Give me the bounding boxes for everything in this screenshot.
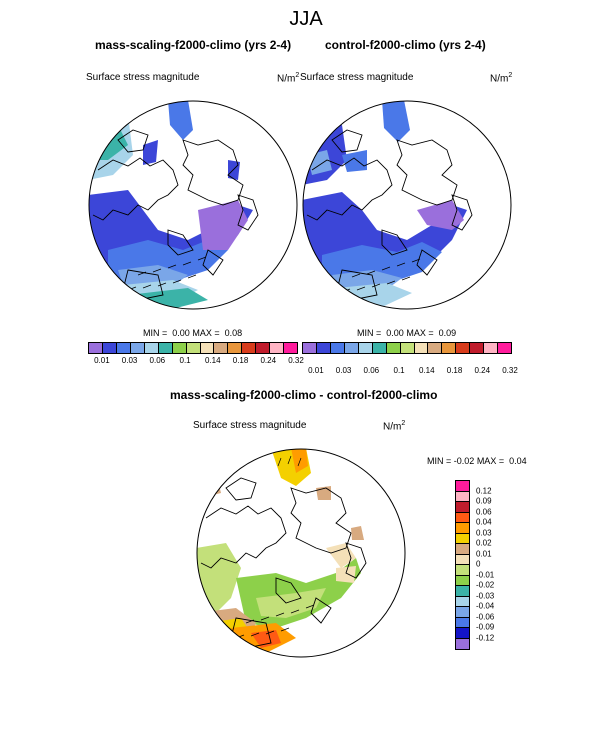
panel-2-minmax: MIN = 0.00 MAX = 0.09 — [357, 328, 457, 338]
colorbar-swatch — [303, 343, 317, 353]
colorbar-tick-label: 0.18 — [446, 366, 463, 375]
panel-2-units: N/m2 — [490, 72, 513, 85]
colorbar-swatch — [456, 512, 469, 523]
panel-2-title: control-f2000-climo (yrs 2-4) — [325, 38, 486, 52]
colorbar-tick-label: 0.32 — [288, 356, 304, 365]
colorbar-tick-label: 0.01 — [94, 356, 110, 365]
colorbar-swatch — [456, 481, 469, 492]
colorbar-swatch — [372, 343, 387, 353]
panel-2-colorbar — [302, 342, 512, 354]
colorbar-tick-label: 0.03 — [121, 356, 138, 365]
colorbar-swatch — [102, 343, 117, 353]
panel-1-polar-map — [88, 100, 298, 310]
colorbar-tick-label: 0 — [476, 559, 481, 569]
panel-2-colorbar-labels: 0.01 0.03 0.06 0.1 0.14 0.18 0.24 0.32 — [302, 366, 518, 376]
colorbar-swatch — [186, 343, 201, 353]
colorbar-tick-label: 0.09 — [476, 496, 492, 506]
colorbar-tick-label: 0.01 — [308, 366, 324, 375]
colorbar-tick-label: 0.12 — [476, 486, 492, 495]
colorbar-swatch — [456, 343, 471, 353]
colorbar-swatch — [242, 343, 257, 353]
panel-3-minmax: MIN = -0.02 MAX = 0.04 — [427, 456, 527, 466]
colorbar-swatch — [456, 628, 469, 639]
colorbar-swatch — [358, 343, 373, 353]
colorbar-swatch — [456, 596, 469, 607]
colorbar-swatch — [400, 343, 415, 353]
colorbar-tick-label: 0.1 — [393, 366, 405, 375]
colorbar-swatch — [116, 343, 131, 353]
panel-1-colorbar — [88, 342, 298, 354]
colorbar-swatch — [316, 343, 331, 353]
colorbar-tick-label: 0.06 — [363, 366, 380, 375]
panel-3-units: N/m2 — [383, 420, 406, 433]
colorbar-swatch — [428, 343, 443, 353]
colorbar-tick-label: -0.02 — [476, 580, 495, 590]
panel-1-title: mass-scaling-f2000-climo (yrs 2-4) — [95, 38, 292, 52]
colorbar-swatch — [456, 533, 469, 544]
colorbar-swatch — [442, 343, 457, 353]
panel-3-variable-label: Surface stress magnitude — [193, 420, 307, 431]
colorbar-tick-label: -0.03 — [476, 591, 495, 600]
colorbar-swatch — [456, 575, 469, 586]
colorbar-swatch — [228, 343, 243, 353]
colorbar-swatch — [130, 343, 145, 353]
colorbar-swatch — [456, 523, 469, 534]
colorbar-swatch — [470, 343, 485, 353]
colorbar-swatch — [456, 565, 469, 576]
colorbar-swatch — [456, 491, 469, 502]
panel-3-colorbar-labels: 0.12 0.09 0.06 0.04 0.03 0.02 0.01 0 -0.01 -0.02-… — [476, 480, 516, 660]
colorbar-tick-label: -0.06 — [476, 612, 495, 621]
panel-1-variable-label: Surface stress magnitude — [86, 72, 200, 83]
colorbar-swatch — [456, 617, 469, 628]
colorbar-swatch — [484, 343, 499, 353]
colorbar-swatch — [284, 343, 298, 353]
panel-1-minmax: MIN = 0.00 MAX = 0.08 — [143, 328, 243, 338]
colorbar-tick-label: 0.06 — [149, 356, 166, 365]
colorbar-tick-label: 0.1 — [179, 356, 191, 365]
colorbar-swatch — [270, 343, 285, 353]
colorbar-swatch — [456, 544, 469, 555]
colorbar-swatch — [200, 343, 215, 353]
colorbar-tick-label: 0.32 — [502, 366, 518, 375]
colorbar-tick-label: 0.02 — [476, 538, 492, 548]
panel-1-units: N/m2 — [277, 72, 300, 85]
colorbar-tick-label: 0.14 — [419, 366, 435, 375]
colorbar-tick-label: 0.18 — [232, 356, 249, 365]
colorbar-tick-label: 0.14 — [205, 356, 221, 365]
colorbar-swatch — [456, 607, 469, 618]
colorbar-swatch — [172, 343, 187, 353]
colorbar-tick-label: -0.09 — [476, 622, 495, 632]
colorbar-swatch — [89, 343, 103, 353]
colorbar-swatch — [386, 343, 401, 353]
colorbar-swatch — [456, 586, 469, 597]
panel-3-title: mass-scaling-f2000-climo - control-f2000… — [170, 388, 438, 402]
colorbar-swatch — [144, 343, 159, 353]
colorbar-swatch — [498, 343, 512, 353]
colorbar-swatch — [456, 638, 469, 649]
colorbar-tick-label: 0.06 — [476, 507, 492, 516]
colorbar-tick-label: 0.03 — [335, 366, 352, 375]
colorbar-tick-label: 0.04 — [476, 517, 492, 527]
panel-1-colorbar-labels: 0.01 0.03 0.06 0.1 0.14 0.18 0.24 0.32 — [88, 356, 304, 366]
colorbar-tick-label: 0.24 — [474, 366, 491, 375]
colorbar-swatch — [330, 343, 345, 353]
colorbar-swatch — [158, 343, 173, 353]
colorbar-swatch — [344, 343, 359, 353]
colorbar-tick-label: -0.04 — [476, 601, 495, 611]
panel-2-variable-label: Surface stress magnitude — [300, 72, 414, 83]
colorbar-tick-label: -0.12 — [476, 633, 495, 642]
colorbar-tick-label: 0.03 — [476, 528, 492, 537]
colorbar-tick-label: -0.01 — [476, 570, 495, 579]
colorbar-swatch — [414, 343, 429, 353]
colorbar-tick-label: 0.01 — [476, 549, 492, 558]
colorbar-swatch — [256, 343, 271, 353]
panel-2-polar-map — [302, 100, 512, 310]
panel-3-colorbar — [455, 480, 470, 650]
colorbar-swatch — [456, 502, 469, 513]
figure-title: JJA — [289, 8, 323, 30]
panel-3-polar-map — [196, 448, 406, 658]
colorbar-swatch — [214, 343, 229, 353]
colorbar-tick-label: 0.24 — [260, 356, 277, 365]
colorbar-swatch — [456, 554, 469, 565]
